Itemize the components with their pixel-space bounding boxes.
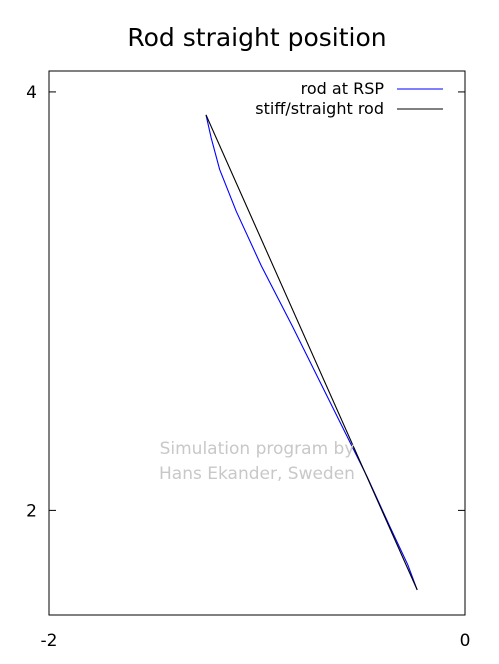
legend-label: rod at RSP (301, 79, 385, 98)
x-tick-label: 0 (460, 631, 471, 651)
watermark-line: Hans Ekander, Sweden (159, 464, 355, 484)
chart-title: Rod straight position (127, 23, 386, 52)
series-line (205, 114, 418, 591)
y-tick-label: 2 (26, 501, 37, 521)
series-lines (205, 114, 418, 591)
watermark-line: Simulation program by (160, 439, 355, 459)
y-tick-label: 4 (26, 83, 37, 103)
series-line (205, 114, 418, 591)
x-tick-label: -2 (41, 631, 58, 651)
axis-ticks: 4 2 -2 0 (26, 83, 470, 651)
legend-label: stiff/straight rod (255, 99, 384, 118)
watermark-annotation: Simulation program by Hans Ekander, Swede… (159, 439, 355, 484)
plot-frame (48, 70, 466, 616)
